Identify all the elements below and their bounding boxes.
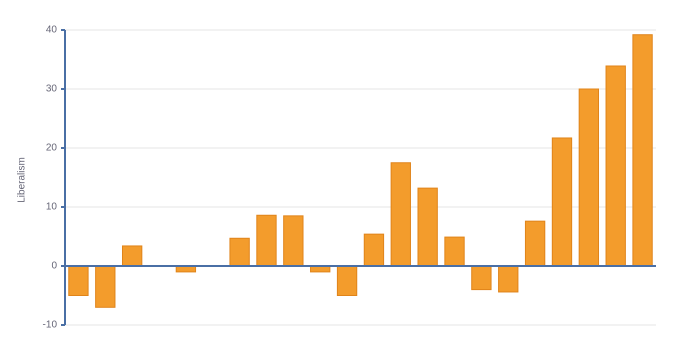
bar <box>256 214 277 267</box>
bar <box>283 215 304 267</box>
bar <box>390 162 411 267</box>
bar <box>229 237 250 267</box>
bar <box>524 220 546 267</box>
bar <box>471 265 492 291</box>
bar <box>95 265 116 308</box>
bar <box>632 34 653 267</box>
bar <box>498 265 519 293</box>
bar <box>363 233 385 267</box>
bar <box>578 88 600 267</box>
bar <box>121 245 143 267</box>
bar <box>551 137 573 267</box>
bar <box>68 265 89 296</box>
bar <box>444 236 465 267</box>
y-tick-label: 20 <box>46 143 58 154</box>
y-tick-label: -10 <box>43 320 58 331</box>
bar <box>605 65 626 267</box>
y-tick-label: 30 <box>46 84 58 95</box>
bar <box>417 187 438 267</box>
y-tick-label: 10 <box>46 202 58 213</box>
y-tick-label: 40 <box>46 25 58 36</box>
bar <box>336 265 358 296</box>
y-axis-title: Liberalism <box>17 157 28 203</box>
y-tick-label: 0 <box>51 261 57 272</box>
